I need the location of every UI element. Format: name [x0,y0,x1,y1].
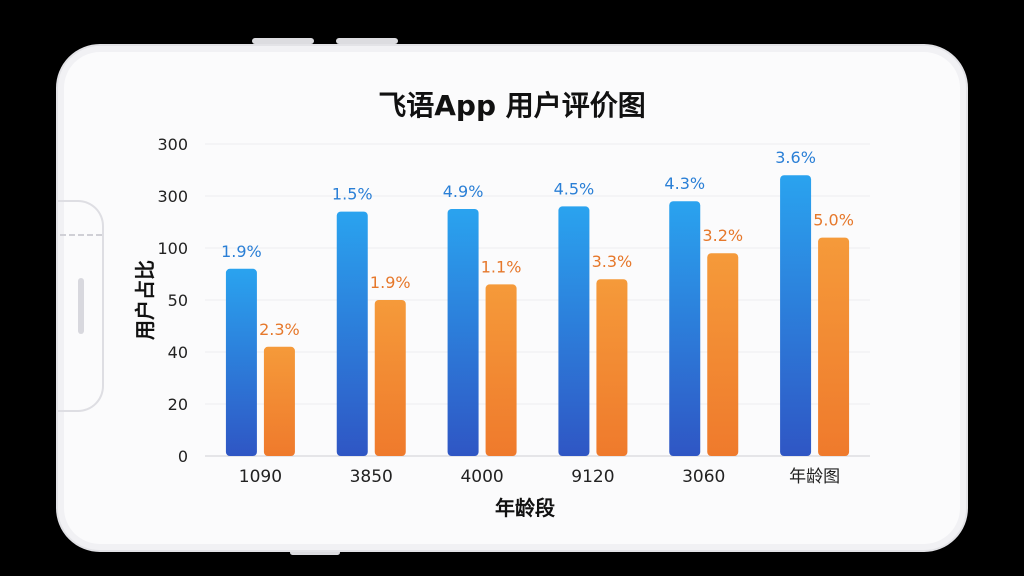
data-label-orange: 1.1% [481,257,522,276]
bar-orange [596,279,628,456]
data-label-orange: 1.9% [370,273,411,292]
bar-orange [707,253,739,456]
data-label-blue: 4.5% [554,179,595,198]
bar-blue [558,206,590,456]
y-tick-label: 100 [157,239,188,258]
value-labels: 1.9% 2.3% 1.5% 1.9% 4.9% 1.1% 4.5% 3.3% 4.3% 3.2%… [221,148,854,339]
notch-pill-icon [78,278,84,334]
y-tick-label: 0 [178,447,188,466]
bar-blue [780,175,812,456]
data-label-orange: 3.2% [702,226,743,245]
x-category-label: 年龄图 [789,467,840,487]
data-label-orange: 5.0% [813,211,854,230]
x-category-label: 3060 [682,467,725,487]
data-label-blue: 4.9% [443,182,484,201]
y-tick-label: 300 [157,187,188,206]
data-label-blue: 4.3% [664,174,705,193]
phone-side-notch [58,200,104,412]
x-category-label: 9120 [571,467,614,487]
data-label-orange: 2.3% [259,320,300,339]
y-tick-label: 40 [168,343,188,362]
phone-top-button-left [252,38,314,44]
data-label-orange: 3.3% [592,252,633,271]
y-axis-title: 用户占比 [133,260,157,340]
phone-top-button-right [336,38,398,44]
x-category-label: 3850 [350,467,393,487]
bar-blue [447,209,479,456]
grid-lines [205,143,870,457]
bar-orange [485,284,517,456]
bar-blue [669,201,701,456]
y-tick-label: 20 [168,395,188,414]
bar-blue [336,211,368,456]
x-category-label: 4000 [460,467,503,487]
data-label-blue: 3.6% [775,148,816,167]
y-axis-ticks: 0 20 40 50 100 300 300 [157,135,188,466]
bar-orange [818,237,850,456]
bar-blue [225,268,257,456]
x-axis-categories: 1090 3850 4000 9120 3060 年龄图 [239,467,840,487]
y-tick-label: 300 [157,135,188,154]
bar-orange [374,300,406,456]
x-category-label: 1090 [239,467,282,487]
bar-orange [263,346,295,456]
x-axis-title: 年龄段 [495,496,555,520]
y-tick-label: 50 [168,291,188,310]
data-label-blue: 1.5% [332,185,373,204]
phone-bottom-button [290,550,340,555]
notch-divider [60,234,102,236]
chart-title: 飞语App 用户评价图 [378,89,646,122]
data-label-blue: 1.9% [221,242,262,261]
bars [225,175,850,456]
